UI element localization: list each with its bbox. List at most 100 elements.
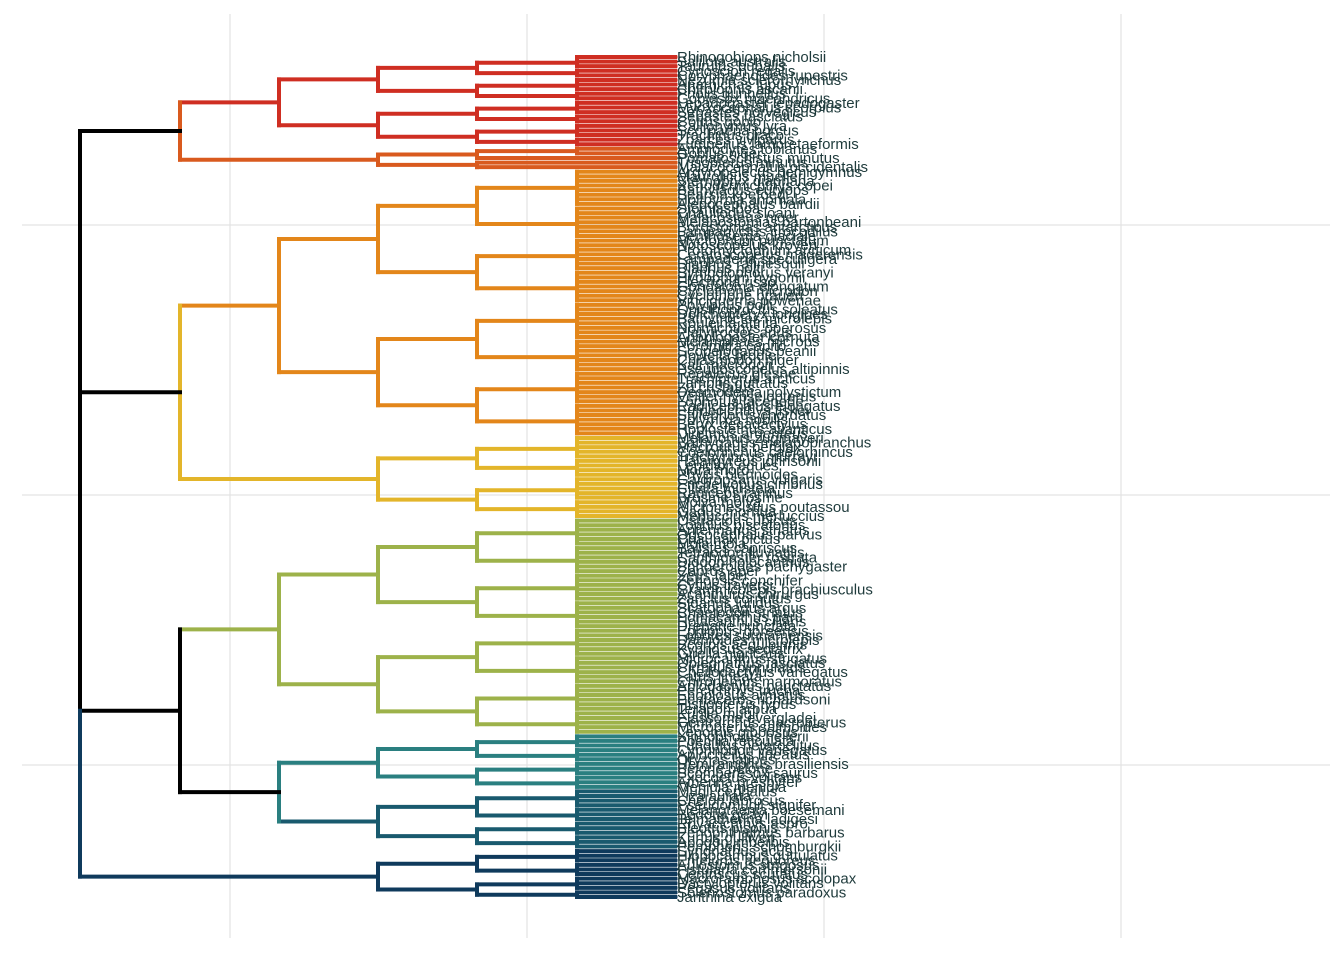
tip-label: Lophius piscatorius: [677, 517, 805, 534]
tip-label: Lampris guttatus: [677, 375, 788, 392]
tip-label: Lepadogaster lepadogaster: [677, 95, 860, 112]
tip-label: Ephippus goreensis: [677, 623, 809, 640]
tip-label: Electrona risso: [677, 274, 776, 291]
tip-label: Lampanyctus crocodilus: [677, 223, 838, 240]
tip-label: Hoplostethus atlanticus: [677, 421, 832, 438]
tip-label: Lepomis gibbosus: [677, 724, 798, 741]
tip-label: Radiicephalus elongatus: [677, 398, 840, 415]
tip-label: Chaetodon striatus: [677, 604, 803, 621]
tip-label: Rhinogobiops nicholsii: [677, 49, 826, 66]
tip-label: Kyphosus sectatrix: [677, 641, 803, 658]
tip-label: Symbolophorus veranyi: [677, 265, 834, 282]
tip-label: Scorpaena porcus: [677, 122, 799, 139]
tip-label: Sphoeroides pachygaster: [677, 559, 847, 576]
tip-label: Mola mola: [677, 536, 747, 553]
tip-label: Antennarius striatus: [677, 522, 810, 539]
tip-label: Cirrhitus pinnulatus: [677, 659, 805, 676]
tip-label: Entelurus aequoreus: [677, 852, 815, 869]
tip-label: Chirolophis ascanii: [677, 81, 803, 98]
tip-label: Howella brodiei: [677, 347, 780, 364]
tip-label: Ciliata mustela: [677, 480, 776, 497]
tip-label: Cynoscion regalis: [677, 63, 795, 80]
tip-label: Macroramphosus scolopax: [677, 871, 857, 888]
tip-label: Coryphaenoides rupestris: [677, 67, 848, 84]
tip-label: Atherina presbyter: [677, 774, 800, 791]
tip-label: Zeus faber: [677, 568, 749, 585]
tip-label: Apogon imberbis: [677, 834, 790, 851]
tip-label: Salilota australis: [677, 54, 786, 71]
tip-label: Chelon labrosus: [677, 793, 785, 810]
tip-label: Bathylagus euryops: [677, 182, 809, 199]
tip-label: Scatophagus argus: [677, 600, 806, 617]
tip-label: Eleotris pisonis: [677, 820, 778, 837]
tip-label: Melamphaes microps: [677, 334, 820, 351]
tip-label: Gobius niger: [677, 145, 762, 162]
tip-label: Lampadena speculigera: [677, 251, 838, 268]
tip-label: Chauliodus sloani: [677, 205, 795, 222]
tip-label: Poromitra capito: [677, 338, 786, 355]
tip-label: Micropterus salmoides: [677, 719, 827, 736]
tip-label: Lepidion eques: [677, 458, 779, 475]
tip-label: Halargyreus johnsonii: [677, 453, 821, 470]
tip-label: Gobiesox maeandricus: [677, 90, 830, 107]
tip-label: Lumpenus lampretaeformis: [677, 136, 859, 153]
tip-label: Rouleina attrita: [677, 315, 779, 332]
tip-label: Ammodytes tobianus: [677, 141, 817, 158]
tip-label: Normichthys operosus: [677, 320, 826, 337]
tip-label: Pseudomugil signifer: [677, 797, 816, 814]
tip-label: Callionymus lyra: [677, 118, 788, 135]
tip-label: Polymixia nobilis: [677, 412, 788, 429]
tip-label: Cyclothone braueri: [677, 288, 803, 305]
tip-label: Scomberesox saurus: [677, 765, 818, 782]
tip-label: Dactylopterus volitans: [677, 875, 824, 892]
tip-label: Coelorinchus caelorhincus: [677, 444, 853, 461]
tip-label: Melanonus zugmayeri: [677, 430, 824, 447]
tip-label: Raniceps raninus: [677, 485, 793, 502]
tip-label: Terapon jarbua: [677, 701, 778, 718]
tip-label: Malacocephalus occidentalis: [677, 159, 868, 176]
tip-label: Capros aper: [677, 563, 760, 580]
branches: [78, 55, 678, 899]
tip-label: Latris lineata: [677, 669, 763, 686]
tip-label: Maurolicus muelleri: [677, 168, 806, 185]
tip-label: Chironemus marmoratus: [677, 673, 842, 690]
tip-label: Enchelyopus cimbrius: [677, 476, 823, 493]
tip-label: Aulostomus strigosus: [677, 857, 820, 874]
tip-label: Gadus morhua: [677, 503, 777, 520]
tip-label: Poecilia reticulata: [677, 733, 795, 750]
tip-label: Tetraodon fluviatilis: [677, 545, 805, 562]
tip-label: Trachyrincus murrayi: [677, 448, 816, 465]
tip-label: Aplocheilus lineatus: [677, 747, 810, 764]
tip-label: Argyropelecus hemigymnus: [677, 164, 862, 181]
tip-label: Centrarchus macropterus: [677, 715, 846, 732]
tip-label: Fundulus heteroclitus: [677, 738, 820, 755]
tip-label: Acanthurus chirurgus: [677, 586, 819, 603]
tip-label: Ceratoscopelus maderensis: [677, 246, 863, 263]
tip-label: Opisthoproctus soleatus: [677, 301, 838, 318]
tip-label: Phycis blennoides: [677, 467, 798, 484]
tip-label: Malacosteus niger: [677, 210, 799, 227]
tip-label: Menidia menidia: [677, 779, 787, 796]
tip-label: Pomacanthus paru: [677, 609, 803, 626]
tip-label: Sebastes fasciatus: [677, 109, 803, 126]
tip-label: Vinciguerria poweriae: [677, 292, 821, 309]
tip-label: Taurulus bubalis: [677, 58, 785, 75]
tip-label: Brosme brosme: [677, 490, 783, 507]
tip-label: Notoscopelus kroyeri: [677, 237, 817, 254]
tip-label: Desmodema polystictum: [677, 384, 841, 401]
tip-label: Platytroctes apus: [677, 324, 792, 341]
tip-label: Hemiramphus brasiliensis: [677, 756, 849, 773]
tip-label: Borostomias antarcticus: [677, 219, 837, 236]
tip-label: Siganus luridus: [677, 595, 780, 612]
tip-label: Pseudoscopelus altipinnis: [677, 361, 850, 378]
tip-label: Trachinus draco: [677, 127, 784, 144]
tip-label: Ogcocephalus parvus: [677, 526, 822, 543]
tip-label: Pentaceros richardsoni: [677, 692, 830, 709]
tip-label: Periophthalmus barbarus: [677, 825, 845, 842]
tip-label: Bathytroctes microlepis: [677, 311, 832, 328]
tip-label: Sternoptyx diaphana: [677, 173, 815, 190]
tip-label: Holacanthus ciliaris: [677, 614, 806, 631]
tip-label: Stomias boa: [677, 200, 761, 217]
